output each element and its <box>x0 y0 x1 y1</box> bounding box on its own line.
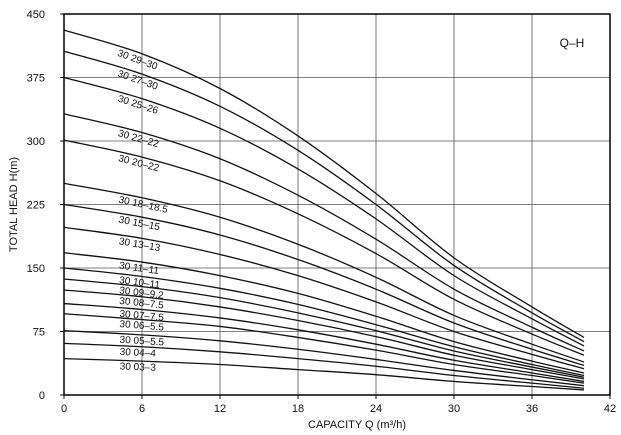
curve-label: 30 13–13 <box>118 236 161 254</box>
y-tick-label: 375 <box>27 73 45 85</box>
curve-label: 30 05–5.5 <box>119 335 165 349</box>
performance-curve <box>63 330 585 387</box>
performance-curve <box>63 289 585 380</box>
y-tick-label: 0 <box>39 390 45 402</box>
x-axis-title: CAPACITY Q (m³/h) <box>308 419 406 431</box>
x-tick-label: 0 <box>61 403 67 415</box>
y-tick-label: 150 <box>27 263 45 275</box>
x-tick-label: 42 <box>604 403 616 415</box>
performance-curve <box>63 313 585 384</box>
y-tick-label: 300 <box>27 136 45 148</box>
x-tick-label: 6 <box>139 403 145 415</box>
performance-curve <box>63 342 585 389</box>
performance-curve <box>63 182 585 363</box>
performance-curve <box>63 29 585 338</box>
y-tick-label: 225 <box>27 200 45 212</box>
y-tick-label: 75 <box>33 327 45 339</box>
x-tick-label: 12 <box>214 403 226 415</box>
performance-curve <box>63 139 585 356</box>
performance-curve <box>63 252 585 374</box>
x-tick-label: 30 <box>448 403 460 415</box>
performance-curve <box>63 357 585 391</box>
performance-curve <box>63 302 585 383</box>
performance-curve <box>63 226 585 370</box>
axis-ticks: 0 6 12 18 24 30 36 42 0 75 150 225 300 375 450 <box>27 9 616 415</box>
x-tick-label: 24 <box>370 403 382 415</box>
y-tick-label: 450 <box>27 9 45 21</box>
performance-curve <box>63 203 585 366</box>
x-tick-label: 36 <box>526 403 538 415</box>
chart-tag: Q–H <box>560 36 585 50</box>
performance-curve <box>63 267 585 377</box>
curve-label: 30 07–7.5 <box>119 309 165 324</box>
curve-label: 30 08–7.5 <box>119 296 165 312</box>
performance-curve <box>63 113 585 352</box>
curve-label: 30 06–5.5 <box>119 319 165 334</box>
curve-label: 30 10–11 <box>118 275 160 291</box>
curve-label: 30 09–9.2 <box>119 285 165 301</box>
performance-curve <box>63 76 585 347</box>
x-tick-label: 18 <box>292 403 304 415</box>
curve-label: 30 03–3 <box>120 361 157 373</box>
performance-curves <box>63 29 585 391</box>
curve-label: 30 15–15 <box>118 215 161 234</box>
curve-label: 30 04–4 <box>119 347 156 360</box>
performance-curve <box>63 278 585 378</box>
y-axis-title: TOTAL HEAD H(m) <box>8 157 20 252</box>
performance-curve <box>63 50 585 343</box>
